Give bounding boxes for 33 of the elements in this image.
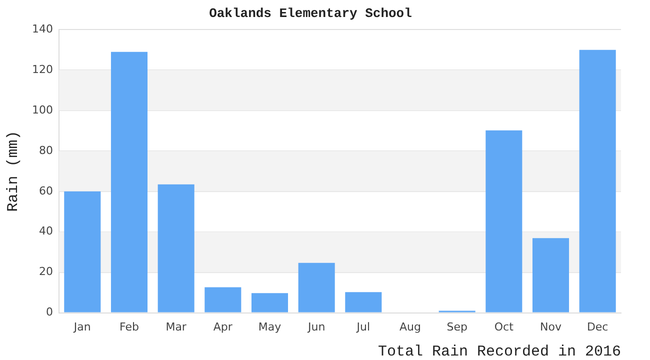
y-tick-label: 140: [32, 22, 53, 36]
x-tick-label: Feb: [120, 320, 139, 334]
y-tick-label: 60: [38, 184, 53, 198]
x-tick-label: Sep: [446, 320, 468, 334]
y-tick-label: 20: [38, 265, 53, 278]
chart-title: Oaklands Elementary School: [209, 6, 412, 22]
y-tick-label: 120: [32, 62, 53, 76]
bar: [579, 50, 616, 312]
bar: [64, 191, 101, 312]
y-tick-label: 100: [32, 103, 53, 116]
y-tick-label: 40: [38, 224, 53, 238]
x-tick-label: Aug: [400, 320, 421, 334]
bar: [251, 293, 288, 312]
y-axis-title: Rain (mm): [4, 130, 22, 212]
bar: [532, 238, 570, 312]
bar: [298, 262, 335, 312]
x-tick-label: Nov: [540, 320, 562, 334]
x-tick-label: Jan: [72, 320, 91, 334]
bar: [345, 292, 382, 312]
bar: [486, 130, 522, 312]
x-tick-label: Dec: [586, 320, 608, 334]
bar: [110, 52, 148, 312]
x-tick-label: Jul: [356, 320, 370, 334]
y-tick-label: 80: [38, 144, 53, 157]
x-tick-label: Oct: [494, 320, 514, 334]
x-tick-label: Jun: [306, 320, 326, 334]
x-tick-label: Apr: [213, 320, 233, 334]
bar: [204, 287, 242, 312]
x-tick-label: Mar: [166, 320, 187, 334]
bar: [158, 184, 194, 312]
y-tick-label: 0: [46, 306, 53, 319]
x-axis-title: Total Rain Recorded in 2016: [378, 343, 621, 360]
x-tick-label: May: [258, 320, 282, 334]
